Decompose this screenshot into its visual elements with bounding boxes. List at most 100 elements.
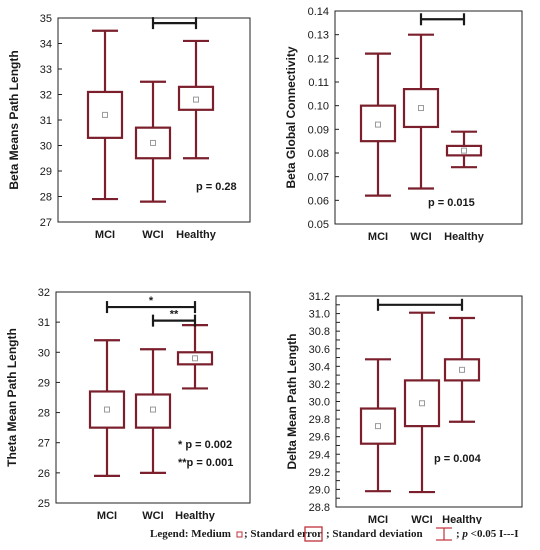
legend-medium-marker	[236, 531, 243, 538]
legend-standard-error-label: ; Standard error	[244, 528, 323, 540]
y-tick-label: 29	[40, 166, 52, 178]
median-marker	[419, 400, 425, 407]
median-marker	[461, 147, 467, 154]
p-value-annotation: p = 0.015	[428, 197, 475, 209]
box-wci	[403, 311, 441, 494]
box-wci	[134, 80, 172, 203]
category-label-mci: MCI	[368, 231, 388, 243]
legend-standard-deviation-label: ; Standard deviation	[326, 528, 423, 540]
y-tick-label: 0.09	[308, 124, 329, 136]
y-tick-label: 29.0	[309, 484, 330, 496]
median-marker	[418, 105, 424, 112]
legend-standard-error-box	[304, 526, 323, 542]
plot-frame	[334, 10, 523, 225]
p-value-annotation: **p = 0.001	[178, 457, 233, 469]
median-marker	[375, 121, 381, 128]
standard-error-box	[134, 393, 172, 429]
significance-bracket	[376, 298, 464, 311]
y-tick-label: 35	[40, 13, 52, 25]
legend: Legend: Medium ; Standard error ; Standa…	[0, 524, 540, 546]
y-tick-label: 26	[38, 468, 50, 480]
significance-bracket: *	[105, 295, 197, 314]
p-value-annotation: p = 0.28	[196, 181, 237, 193]
category-label-mci: MCI	[368, 514, 388, 524]
y-tick-label: 33	[40, 64, 52, 76]
y-tick-label: 32	[38, 287, 50, 299]
median-marker	[375, 423, 381, 430]
standard-error-box	[445, 144, 483, 157]
y-tick-label: 30.2	[309, 379, 330, 391]
y-tick-label: 25	[38, 498, 50, 510]
y-tick-label: 0.13	[308, 30, 329, 42]
median-marker	[102, 111, 108, 118]
category-label-healthy: Healthy	[175, 510, 216, 522]
legend-standard-deviation-whisker	[436, 527, 452, 541]
y-tick-label: 29.4	[309, 449, 330, 461]
median-marker	[193, 96, 199, 103]
chart-panel-2: 0.05 0.06 0.07 0.08 0.09 0.10 0.11 0.12 0.13 0.14…	[284, 6, 523, 243]
category-label-mci: MCI	[97, 510, 117, 522]
standard-error-box	[403, 379, 441, 428]
y-tick-label: 31.0	[309, 309, 330, 321]
box-mci	[359, 52, 397, 197]
chart-panel-1: 27 28 29 30 31 32 33 34 35 Beta Means Path Length…	[7, 13, 251, 241]
box-healthy	[177, 39, 215, 160]
category-label-wci: WCI	[411, 514, 432, 524]
y-tick-label: 29	[38, 377, 50, 389]
y-tick-label: 0.11	[308, 77, 329, 89]
y-tick-label: 0.08	[308, 148, 329, 160]
y-tick-label: 28	[38, 408, 50, 420]
category-label-healthy: Healthy	[444, 231, 485, 243]
y-tick-label: 30.6	[309, 344, 330, 356]
y-tick-label: 29.6	[309, 432, 330, 444]
figure-canvas: 27 28 29 30 31 32 33 34 35 Beta Means Path Length…	[5, 6, 523, 524]
box-mci	[88, 339, 126, 477]
legend-medium-label: Legend: Medium	[150, 528, 231, 540]
y-tick-label: 30.8	[309, 326, 330, 338]
y-tick-label: 28.8	[309, 502, 330, 514]
y-axis-label: Theta Mean Path Length	[5, 328, 19, 467]
y-tick-label: 32	[40, 90, 52, 102]
significance-marker: *	[149, 295, 154, 307]
y-tick-label: 0.12	[308, 53, 329, 65]
y-tick-label: 30	[38, 347, 50, 359]
significance-bracket	[151, 17, 198, 30]
standard-error-box	[176, 351, 214, 366]
box-wci	[134, 348, 172, 474]
y-tick-label: 0.06	[308, 195, 329, 207]
y-tick-label: 30.4	[309, 361, 330, 373]
y-tick-label: 27	[38, 438, 50, 450]
y-tick-label: 0.05	[308, 219, 329, 231]
category-label-healthy: Healthy	[442, 514, 483, 524]
y-tick-label: 31	[40, 115, 52, 127]
box-healthy	[443, 316, 481, 423]
significance-bracket: **	[151, 309, 197, 327]
y-tick-label: 0.14	[308, 6, 329, 18]
y-tick-label: 29.8	[309, 414, 330, 426]
standard-error-box	[402, 87, 440, 129]
box-healthy	[445, 130, 483, 169]
y-axis-label: Beta Global Connectivity	[284, 46, 298, 188]
standard-error-box	[359, 407, 397, 445]
chart-panel-4: 28.8 29.0 29.2 29.4 29.6 29.8 30.0 30.2 30.4 30.6…	[285, 291, 523, 524]
y-tick-label: 0.07	[308, 172, 329, 184]
category-label-wci: WCI	[142, 229, 163, 241]
chart-panel-3: 25 26 27 28 29 30 31 32 Theta Mean Path Length MC…	[5, 287, 251, 522]
category-label-mci: MCI	[95, 229, 115, 241]
standard-error-box	[86, 90, 124, 139]
p-value-annotation: * p = 0.002	[178, 439, 232, 451]
standard-error-box	[443, 358, 481, 382]
y-tick-label: 31.2	[309, 291, 330, 303]
median-marker	[150, 406, 156, 413]
box-mci	[86, 29, 124, 201]
median-marker	[150, 139, 156, 146]
standard-error-box	[134, 126, 172, 160]
y-axis-label: Delta Mean Path Length	[285, 333, 299, 469]
significance-marker: **	[170, 309, 179, 321]
median-marker	[459, 366, 465, 373]
y-tick-label: 34	[40, 39, 52, 51]
plot-frame	[55, 291, 251, 504]
standard-error-box	[359, 104, 397, 143]
y-tick-label: 30.0	[309, 397, 330, 409]
y-tick-label: 31	[38, 317, 50, 329]
